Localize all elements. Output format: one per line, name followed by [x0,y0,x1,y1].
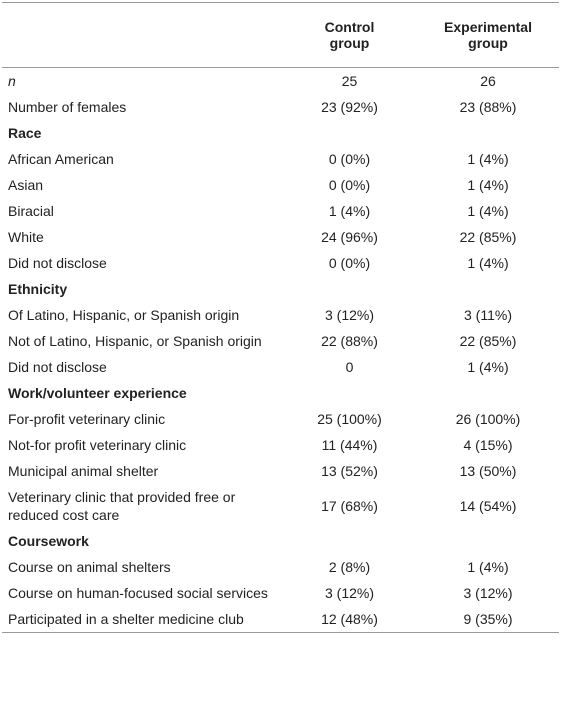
data-row: Biracial 1 (4%) 1 (4%) [2,198,559,224]
row-label: Course on animal shelters [8,559,171,575]
header-text: Control group [324,19,375,51]
experimental-value: 4 (15%) [463,437,513,453]
section-label: Coursework [8,533,89,549]
experimental-value: 23 (88%) [459,99,517,115]
control-value: 13 (52%) [321,463,378,479]
row-label: Municipal animal shelter [8,463,159,479]
section-row: Coursework [2,528,559,554]
experimental-value: 22 (85%) [459,333,517,349]
row-label: For-profit veterinary clinic [8,411,166,427]
row-label: Participated in a shelter medicine club [8,611,244,627]
data-row: Asian 0 (0%) 1 (4%) [2,172,559,198]
control-value: 22 (88%) [321,333,378,349]
control-value: 0 (0%) [328,151,371,167]
row-label: n [8,73,16,89]
header-cell: Control group [282,3,417,68]
experimental-value: 13 (50%) [459,463,517,479]
data-row: Of Latino, Hispanic, or Spanish origin 3 … [2,302,559,328]
data-row: Did not disclose 0 1 (4%) [2,354,559,380]
data-row: Participated in a shelter medicine club 1… [2,606,559,633]
control-value: 11 (44%) [321,437,378,453]
control-value: 24 (96%) [321,229,378,245]
header-empty [2,3,282,68]
data-row: Not-for profit veterinary clinic 11 (44%)… [2,432,559,458]
data-row: n 25 26 [2,68,559,95]
row-label: Of Latino, Hispanic, or Spanish origin [8,307,240,323]
section-row: Race [2,120,559,146]
experimental-value: 9 (35%) [463,611,513,627]
section-label: Race [8,125,42,141]
data-row: African American 0 (0%) 1 (4%) [2,146,559,172]
experimental-value: 26 [480,73,496,89]
data-row: White 24 (96%) 22 (85%) [2,224,559,250]
row-label: Course on human-focused social services [8,585,268,601]
data-row: Veterinary clinic that provided free or … [2,484,559,528]
experimental-value: 1 (4%) [467,359,509,375]
experimental-value: 1 (4%) [467,151,509,167]
row-label: Asian [8,177,44,193]
row-label: Did not disclose [8,255,107,271]
data-row: Number of females 23 (92%) 23 (88%) [2,94,559,120]
row-label: African American [8,151,114,167]
control-value: 12 (48%) [321,611,378,627]
experimental-value: 3 (12%) [463,585,513,601]
table-body: n 25 26 Number of females 23 (92%) 23 (88%) Ra… [2,68,559,633]
section-label: Work/volunteer experience [8,385,187,401]
data-row: Not of Latino, Hispanic, or Spanish orig… [2,328,559,354]
data-row: Course on human-focused social services 3… [2,580,559,606]
control-value: 17 (68%) [321,498,378,514]
row-label: White [8,229,44,245]
row-label: Not-for profit veterinary clinic [8,437,187,453]
experimental-value: 1 (4%) [467,177,509,193]
control-value: 0 (0%) [328,255,371,271]
header-row: Control group Experimental group [2,2,559,68]
experimental-value: 1 (4%) [467,203,509,219]
control-value: 0 (0%) [328,177,371,193]
data-row: Did not disclose 0 (0%) 1 (4%) [2,250,559,276]
control-value: 2 (8%) [328,559,371,575]
section-row: Ethnicity [2,276,559,302]
row-label: Not of Latino, Hispanic, or Spanish orig… [8,333,262,349]
header-cell: Experimental group [417,3,559,68]
experimental-value: 1 (4%) [467,559,509,575]
row-label: Did not disclose [8,359,107,375]
control-value: 0 [345,359,354,375]
row-label: Number of females [8,99,127,115]
experimental-value: 3 (11%) [464,307,512,323]
control-value: 3 (12%) [324,307,375,323]
experimental-value: 14 (54%) [459,498,517,514]
data-row: Municipal animal shelter 13 (52%) 13 (50%) [2,458,559,484]
control-value: 3 (12%) [324,585,375,601]
section-label: Ethnicity [8,281,68,297]
experimental-value: 1 (4%) [467,255,509,271]
control-value: 23 (92%) [321,99,378,115]
row-label: Biracial [8,203,54,219]
section-row: Work/volunteer experience [2,380,559,406]
experimental-value: 22 (85%) [459,229,517,245]
header-text: Experimental group [444,19,532,51]
data-row: For-profit veterinary clinic 25 (100%) 26 … [2,406,559,432]
row-label: Veterinary clinic that provided free or … [8,489,236,523]
control-value: 25 [341,73,358,89]
control-value: 25 (100%) [317,411,382,427]
data-row: Course on animal shelters 2 (8%) 1 (4%) [2,554,559,580]
data-table: Control group Experimental group n 25 26 Nu… [2,2,559,633]
experimental-value: 26 (100%) [455,411,521,427]
control-value: 1 (4%) [328,203,371,219]
